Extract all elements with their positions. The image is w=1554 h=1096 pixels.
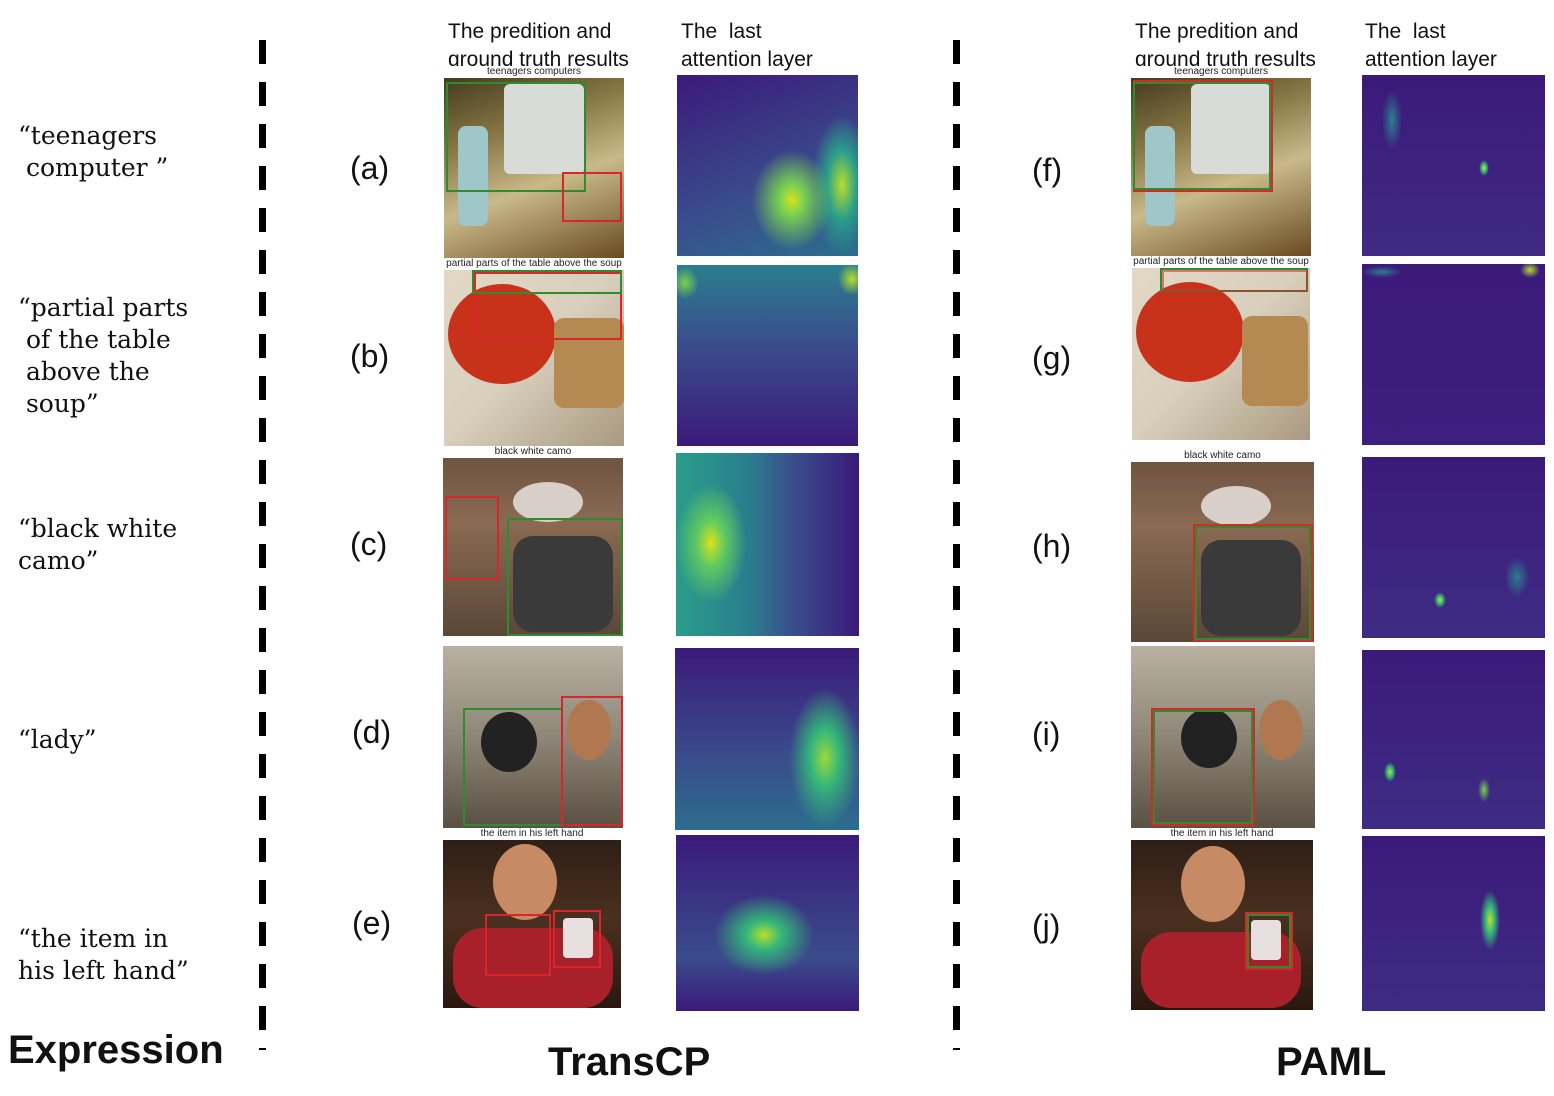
image-caption-f: teenagers computers — [1131, 66, 1311, 78]
image-caption-a: teenagers computers — [444, 66, 624, 78]
paml-heatmap-f — [1362, 75, 1545, 256]
paml-heatmap-h — [1362, 457, 1545, 638]
expression-a: “teenagers computer ” — [18, 121, 169, 182]
transcp-heatmap-e — [676, 835, 859, 1011]
paml-image-g: partial parts of the table above the sou… — [1132, 256, 1310, 440]
label-f: (f) — [1032, 152, 1063, 188]
transcp-heatmap-c — [676, 453, 859, 636]
transcp-heatmap-a — [677, 75, 858, 256]
image-caption-b: partial parts of the table above the sou… — [444, 258, 624, 270]
expression-e: “the item in his left hand” — [18, 924, 189, 985]
paml-image-h: black white camo — [1131, 450, 1314, 642]
transcp-heatmap-b — [677, 265, 858, 446]
image-caption-e: the item in his left hand — [443, 828, 621, 840]
transcp-attention-header: The last attention layer — [681, 20, 813, 71]
left-dashed-separator — [259, 40, 266, 1050]
label-g: (g) — [1032, 340, 1072, 376]
transcp-image-c: black white camo — [443, 446, 623, 636]
transcp-image-d — [443, 646, 623, 828]
expression-d: “lady” — [18, 725, 97, 754]
transcp-prediction-header: The predition and ground truth results — [448, 20, 629, 71]
transcp-image-b: partial parts of the table above the sou… — [444, 258, 624, 446]
transcp-image-a: teenagers computers — [444, 66, 624, 258]
label-c: (c) — [350, 526, 388, 562]
expression-b: “partial parts of the table above the so… — [18, 293, 189, 418]
image-caption-c: black white camo — [443, 446, 623, 458]
label-j: (j) — [1032, 908, 1061, 944]
image-caption-g: partial parts of the table above the sou… — [1132, 256, 1310, 268]
middle-dashed-separator — [953, 40, 960, 1050]
label-h: (h) — [1032, 528, 1072, 564]
paml-image-i — [1131, 646, 1315, 828]
paml-attention-header: The last attention layer — [1365, 20, 1497, 71]
transcp-image-e: the item in his left hand — [443, 828, 621, 1008]
transcp-heatmap-d — [675, 648, 859, 830]
image-caption-j: the item in his left hand — [1131, 828, 1313, 840]
label-i: (i) — [1032, 716, 1061, 752]
expression-c: “black white camo” — [18, 514, 178, 575]
label-a: (a) — [350, 150, 390, 186]
transcp-title: TransCP — [548, 1040, 711, 1084]
expression-title: Expression — [8, 1028, 224, 1072]
paml-heatmap-j — [1362, 836, 1545, 1011]
image-caption-h: black white camo — [1131, 450, 1314, 462]
paml-title: PAML — [1276, 1040, 1387, 1084]
label-e: (e) — [352, 905, 392, 941]
paml-image-f: teenagers computers — [1131, 66, 1311, 256]
paml-heatmap-i — [1362, 650, 1545, 829]
label-d: (d) — [352, 714, 392, 750]
label-b: (b) — [350, 338, 390, 374]
paml-image-j: the item in his left hand — [1131, 828, 1313, 1010]
paml-prediction-header: The predition and ground truth results — [1135, 20, 1316, 71]
paml-heatmap-g — [1362, 264, 1545, 445]
